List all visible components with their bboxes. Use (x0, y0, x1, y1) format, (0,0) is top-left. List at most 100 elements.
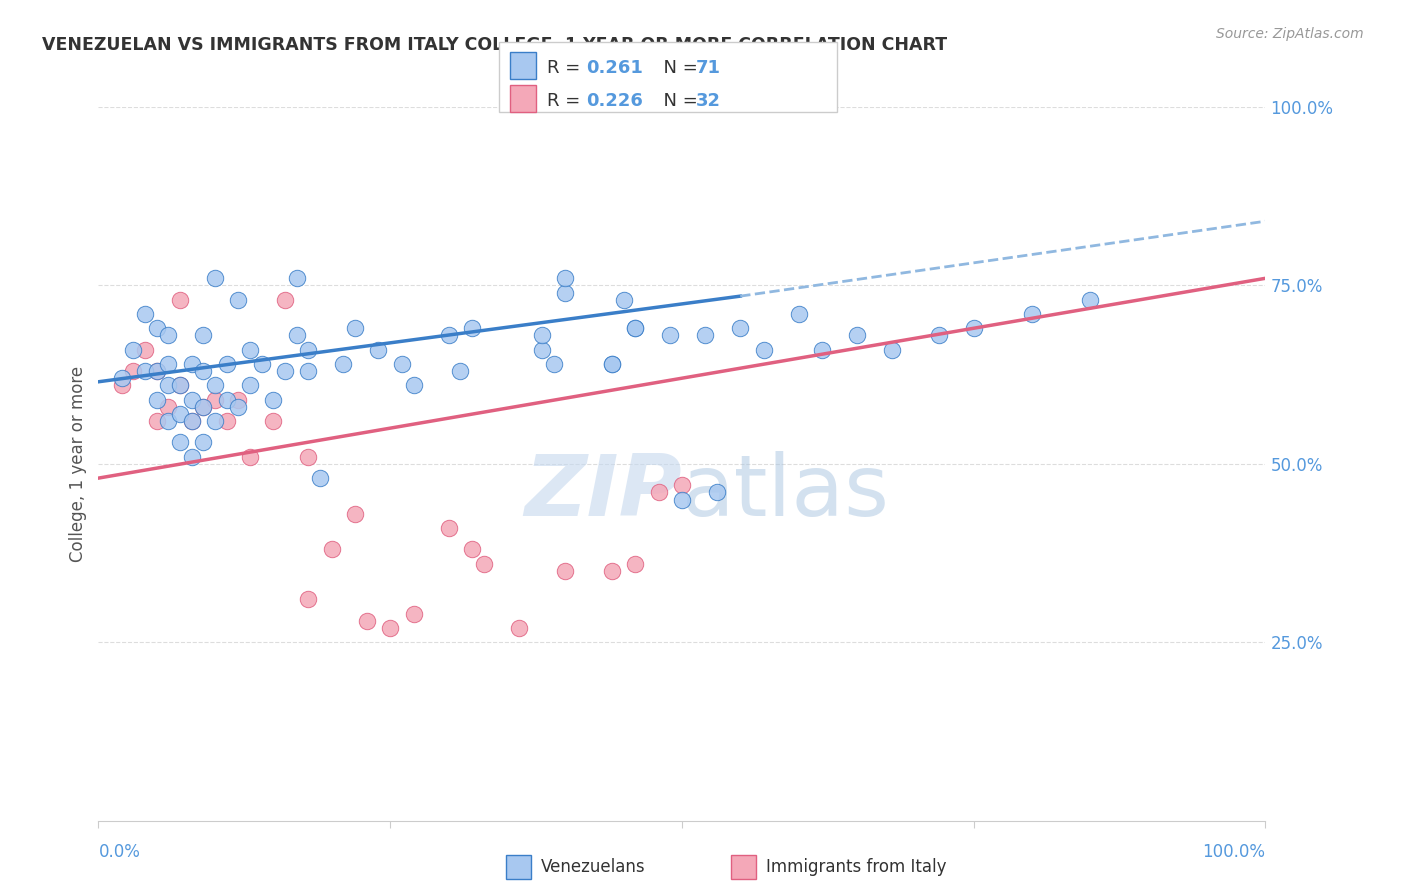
Point (228, 392, 250, 407)
Text: 71: 71 (696, 60, 721, 78)
Point (647, 485, 669, 500)
Point (321, 542, 343, 557)
Point (122, 364, 145, 378)
Point (228, 293, 250, 307)
Point (180, 414, 202, 428)
Point (122, 343, 145, 357)
Point (613, 293, 636, 307)
Point (624, 321, 647, 335)
Point (239, 450, 262, 464)
Point (380, 621, 402, 635)
Point (204, 271, 226, 285)
Point (193, 328, 215, 343)
Point (250, 357, 273, 371)
Point (193, 435, 215, 450)
Point (134, 343, 156, 357)
Point (1080, 293, 1102, 307)
Point (554, 285, 576, 300)
Point (928, 328, 950, 343)
Point (671, 492, 693, 507)
Point (204, 392, 226, 407)
Point (274, 364, 297, 378)
Point (204, 414, 226, 428)
Point (285, 328, 308, 343)
Point (309, 471, 332, 485)
Point (543, 357, 565, 371)
Text: VENEZUELAN VS IMMIGRANTS FROM ITALY COLLEGE, 1 YEAR OR MORE CORRELATION CHART: VENEZUELAN VS IMMIGRANTS FROM ITALY COLL… (42, 36, 948, 54)
Point (157, 378, 180, 392)
Point (169, 378, 191, 392)
Point (437, 328, 460, 343)
Point (297, 450, 319, 464)
Text: Venezuelans: Venezuelans (541, 858, 645, 876)
Text: R =: R = (547, 92, 586, 110)
Point (437, 521, 460, 535)
Point (239, 343, 262, 357)
Point (508, 621, 530, 635)
Text: N =: N = (652, 60, 704, 78)
Point (146, 321, 169, 335)
Point (332, 357, 354, 371)
Point (180, 450, 202, 464)
Point (262, 414, 284, 428)
Point (297, 592, 319, 607)
Point (146, 364, 169, 378)
Point (659, 328, 682, 343)
Point (391, 357, 413, 371)
Text: 32: 32 (696, 92, 721, 110)
Point (472, 557, 495, 571)
Y-axis label: College, 1 year or more: College, 1 year or more (69, 366, 87, 562)
Point (193, 400, 215, 414)
Point (600, 357, 623, 371)
Point (811, 343, 834, 357)
Point (228, 400, 250, 414)
Point (180, 392, 202, 407)
Point (367, 343, 389, 357)
Point (215, 414, 238, 428)
Point (146, 392, 169, 407)
Point (962, 321, 984, 335)
Point (180, 414, 202, 428)
Point (146, 364, 169, 378)
Point (157, 328, 180, 343)
Point (146, 414, 169, 428)
Point (706, 485, 728, 500)
Point (624, 557, 647, 571)
Point (752, 343, 775, 357)
Point (530, 328, 553, 343)
Point (624, 321, 647, 335)
Point (297, 364, 319, 378)
Text: 0.226: 0.226 (586, 92, 643, 110)
Point (297, 343, 319, 357)
Text: 100.0%: 100.0% (1202, 843, 1265, 861)
Point (530, 343, 553, 357)
Point (274, 293, 297, 307)
Point (215, 392, 238, 407)
Point (356, 614, 378, 628)
Point (402, 607, 425, 621)
Text: Source: ZipAtlas.com: Source: ZipAtlas.com (1216, 27, 1364, 41)
Point (193, 364, 215, 378)
Point (285, 271, 308, 285)
Text: Immigrants from Italy: Immigrants from Italy (766, 858, 946, 876)
Point (344, 507, 367, 521)
Point (111, 371, 134, 385)
Point (880, 343, 903, 357)
Point (554, 271, 576, 285)
Text: N =: N = (652, 92, 704, 110)
Point (787, 307, 810, 321)
Point (157, 400, 180, 414)
Point (180, 357, 202, 371)
Point (157, 414, 180, 428)
Text: atlas: atlas (682, 450, 890, 534)
Point (1021, 307, 1043, 321)
Text: R =: R = (547, 60, 586, 78)
Point (449, 364, 471, 378)
Text: ZIP: ZIP (524, 450, 682, 534)
Point (157, 357, 180, 371)
Text: 0.0%: 0.0% (98, 843, 141, 861)
Point (402, 378, 425, 392)
Point (111, 378, 134, 392)
Point (134, 364, 156, 378)
Point (344, 321, 367, 335)
